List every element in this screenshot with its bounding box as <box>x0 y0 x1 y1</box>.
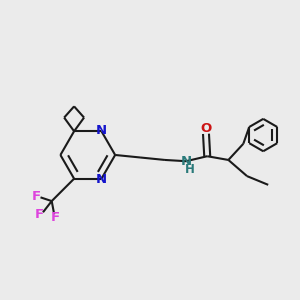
Text: N: N <box>181 155 192 168</box>
Text: H: H <box>185 163 195 176</box>
Text: F: F <box>32 190 41 202</box>
Text: O: O <box>200 122 211 135</box>
Text: N: N <box>96 124 107 136</box>
Text: N: N <box>96 173 107 186</box>
Text: F: F <box>35 208 44 221</box>
Text: F: F <box>51 211 60 224</box>
